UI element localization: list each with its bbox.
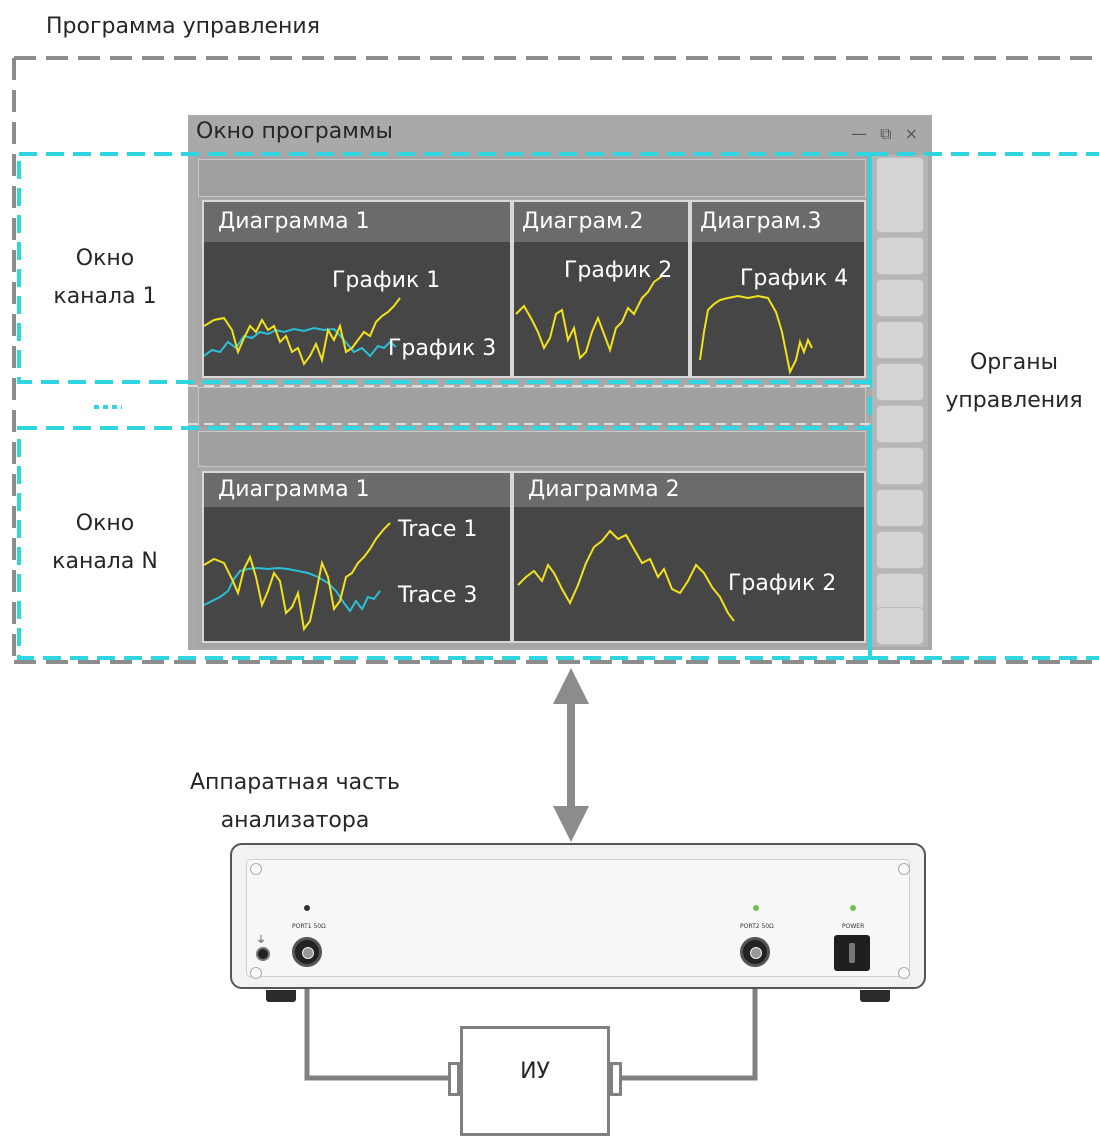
ch1-trace-3-line [204, 326, 397, 358]
link-arrow-up-head [553, 668, 589, 704]
ch1-diagram-1: Диаграмма 1 График 1 График 3 [202, 200, 512, 378]
ch1-diagram-2-plot [515, 275, 663, 361]
screw-top-left [250, 863, 262, 875]
screw-bottom-left [250, 967, 262, 979]
channel-1-toolbar [198, 159, 866, 197]
chn-diagram-2: Диаграмма 2 График 2 [512, 471, 866, 643]
ground-icon: ⏚ [256, 935, 266, 946]
ch1-trace-1-line [204, 297, 401, 367]
channel-n-label: Окно канала N [40, 505, 170, 581]
channel-n-label-line-1: Окно [75, 511, 135, 536]
port2-label: PORT2 50Ω [740, 923, 774, 930]
dut-box: ИУ [460, 1026, 610, 1136]
ch1-trace-4-label: График 4 [740, 266, 849, 291]
channel-separator-lines [188, 385, 870, 425]
ch1-trace-3-label: График 3 [388, 336, 497, 361]
screw-bottom-right [898, 967, 910, 979]
ch1-trace-2-label: График 2 [564, 258, 673, 283]
ch1-diagram-3-plot [699, 294, 813, 376]
cable-port1 [304, 966, 454, 1081]
ground-terminal [256, 947, 270, 961]
power-switch-icon[interactable] [834, 935, 870, 971]
chn-diagram-1-plot [204, 522, 391, 632]
foot-left [266, 990, 296, 1002]
analyzer-front-panel [230, 843, 926, 989]
ch1-diagram-1-title: Диаграмма 1 [204, 202, 510, 242]
softkey-panel [872, 155, 928, 647]
softkey-7[interactable] [876, 447, 924, 485]
cable-port2 [616, 966, 758, 1081]
power-led [850, 905, 856, 911]
window-controls[interactable]: — ⧉ × [850, 124, 922, 143]
port1-label: PORT1 50Ω [292, 923, 326, 930]
hardware-label-line-2: анализатора [220, 808, 370, 833]
program-label: Программа управления [46, 14, 320, 39]
softkey-9[interactable] [876, 531, 924, 569]
channel-1-label-line-2: канала 1 [53, 284, 157, 309]
chn-trace-3-label: Trace 3 [398, 583, 478, 608]
controls-boundary [868, 152, 1099, 660]
hardware-label: Аппаратная часть анализатора [160, 764, 430, 840]
controls-label: Органы управления [934, 344, 1094, 420]
chn-trace-3-line [204, 566, 381, 613]
ch1-diagram-2: Диаграм.2 График 2 [512, 200, 690, 378]
port2-connector[interactable] [740, 937, 770, 967]
softkey-1[interactable] [876, 157, 924, 233]
dut-plug-right [610, 1062, 622, 1096]
softkey-8[interactable] [876, 489, 924, 527]
chn-diagram-2-title: Диаграмма 2 [514, 473, 864, 507]
link-arrow-down-head [553, 806, 589, 842]
chn-diagram-1-title: Диаграмма 1 [204, 473, 510, 507]
softkey-6[interactable] [876, 405, 924, 443]
window-title: Окно программы [196, 119, 393, 144]
ch1-trace-2-line [515, 275, 663, 361]
ch1-diagram-1-plot [204, 297, 401, 367]
dut-label: ИУ [520, 1059, 550, 1084]
softkey-5[interactable] [876, 363, 924, 401]
power-label: POWER [842, 923, 865, 930]
port2-led [753, 905, 759, 911]
hardware-label-line-1: Аппаратная часть [189, 770, 400, 795]
channel-1-label-line-1: Окно [75, 246, 135, 271]
channel-1-label: Окно канала 1 [40, 240, 170, 316]
analyzer-hardware: ⏚ PORT1 50Ω PORT2 50Ω POWER [230, 843, 928, 1002]
port1-led [304, 905, 310, 911]
chn-diagram-1: Диаграмма 1 Trace 1 Trace 3 [202, 471, 512, 643]
chn-trace-1-label: Trace 1 [398, 517, 478, 542]
chn-trace-2-label: График 2 [728, 571, 837, 596]
ch1-trace-1-label: График 1 [332, 268, 441, 293]
ch1-diagram-3-title: Диаграм.3 [692, 202, 864, 242]
softkey-10[interactable] [876, 573, 924, 611]
foot-right [860, 990, 890, 1002]
controls-label-line-2: управления [945, 388, 1083, 413]
controls-label-line-1: Органы [969, 350, 1059, 375]
port1-connector[interactable] [292, 937, 322, 967]
softkey-2[interactable] [876, 237, 924, 275]
dut-plug-left [448, 1062, 460, 1096]
channel-n-label-line-2: канала N [52, 549, 158, 574]
ch1-diagram-3: Диаграм.3 График 4 [690, 200, 866, 378]
softkey-3[interactable] [876, 279, 924, 317]
softkey-11[interactable] [876, 607, 924, 645]
program-boundary [12, 56, 1099, 664]
channel-n-window: Диаграмма 1 Trace 1 Trace 3 Диаграмма 2 … [196, 427, 868, 647]
channel-1-window: Диаграмма 1 График 1 График 3 Диаграм.2 … [196, 155, 868, 380]
channel-n-toolbar [198, 431, 866, 467]
chn-trace-2-line [517, 529, 735, 622]
ch1-diagram-2-title: Диаграм.2 [514, 202, 688, 242]
chn-diagram-2-plot [517, 529, 735, 622]
softkey-4[interactable] [876, 321, 924, 359]
chn-trace-1-line [204, 522, 391, 632]
screw-top-right [898, 863, 910, 875]
ch1-trace-4-line [699, 294, 813, 376]
analyzer-inner-panel [246, 859, 910, 977]
